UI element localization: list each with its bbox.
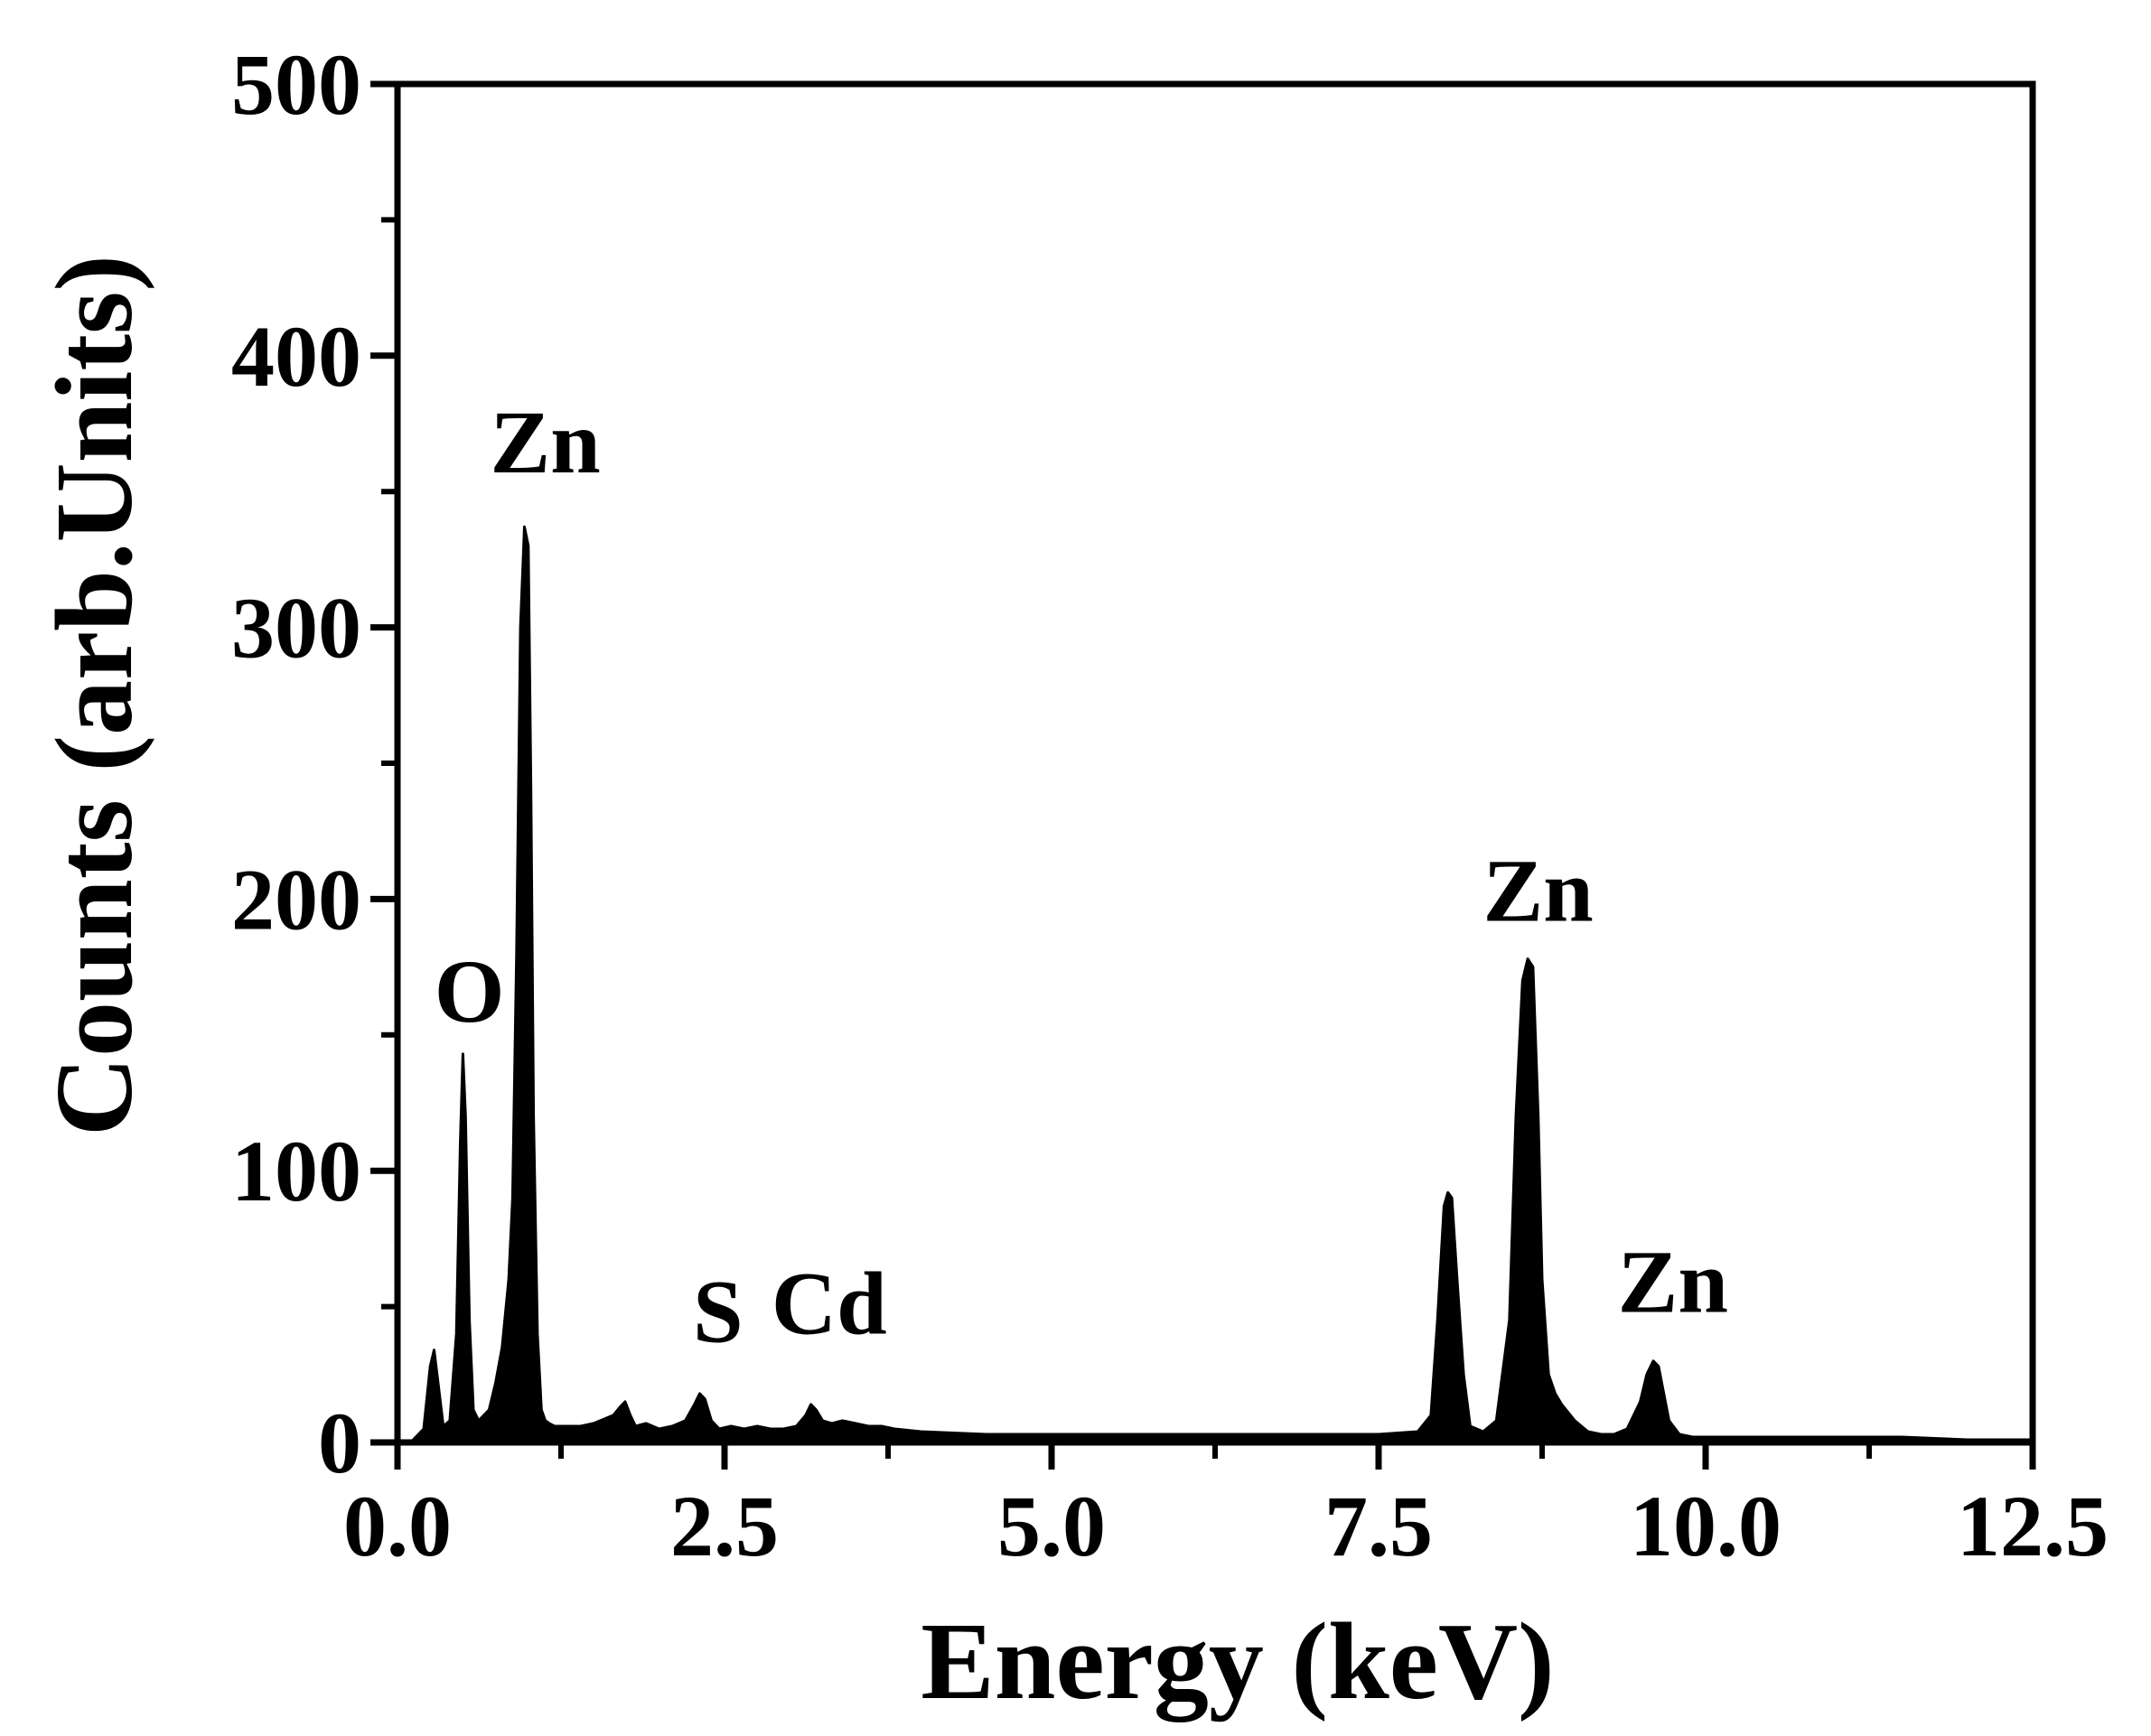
peak-label: Zn — [1618, 1232, 1728, 1332]
peak-label: Zn — [1482, 840, 1593, 940]
x-tick-label: 0.0 — [343, 1478, 452, 1574]
x-tick-label: 5.0 — [997, 1478, 1106, 1574]
axis-ticks — [370, 80, 2036, 1470]
peak-label: S — [693, 1262, 743, 1362]
x-tick-label: 7.5 — [1324, 1478, 1433, 1574]
x-tick-label: 12.5 — [1957, 1478, 2109, 1574]
plot-frame — [394, 80, 2036, 1446]
tick-labels: 0.0 2.5 5.0 7.5 10.0 12.5 0 100 200 300 400 500 — [231, 36, 2109, 1574]
x-tick-label: 10.0 — [1630, 1478, 1782, 1574]
x-tick-label: 2.5 — [670, 1478, 779, 1574]
y-tick-label: 300 — [231, 580, 361, 677]
plot-border — [394, 80, 2036, 1446]
x-axis-title: Energy (keV) — [921, 1601, 1554, 1722]
spectrum-series-0 — [409, 525, 2034, 1444]
peak-label: Cd — [772, 1254, 887, 1354]
y-tick-label: 0 — [318, 1395, 361, 1491]
y-tick-label: 400 — [231, 308, 361, 405]
peak-label: O — [435, 941, 505, 1041]
y-tick-label: 500 — [231, 36, 361, 133]
series-group — [409, 525, 2034, 1444]
peak-labels: O Zn S Cd Zn Zn — [435, 392, 1728, 1362]
peak-label: Zn — [490, 392, 600, 492]
y-tick-label: 100 — [231, 1123, 361, 1219]
y-tick-label: 200 — [231, 851, 361, 947]
y-axis-title: Counts (arb.Units) — [33, 255, 155, 1136]
